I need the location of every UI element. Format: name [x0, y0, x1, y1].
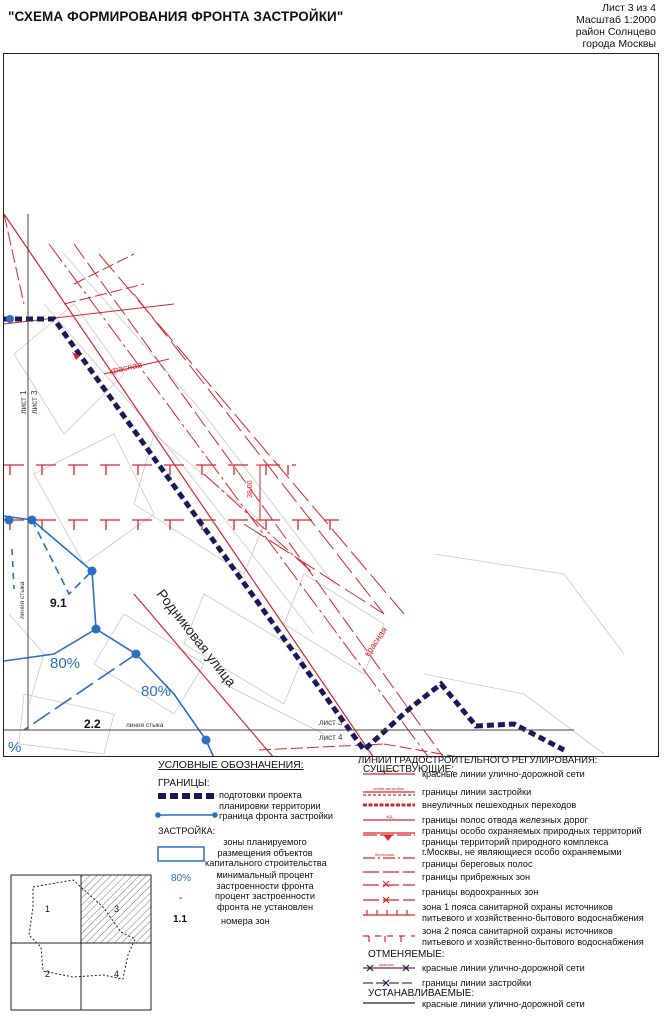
sheet-number: Лист 3 из 4 — [602, 2, 656, 14]
sheet-junction-lines — [4, 214, 574, 731]
city-name: города Москвы — [582, 38, 656, 50]
boundary-start-point — [6, 315, 14, 323]
map-canvas[interactable]: 38,00 лист 1 — [4, 54, 659, 757]
percent-label-3: % — [8, 739, 21, 756]
legend-existing-2: границы линии застройки — [422, 787, 532, 797]
zone-label-2-2: 2.2 — [84, 717, 101, 731]
sanitary-zone-lines — [4, 464, 339, 530]
legend-existing-7: границы прибрежных зон — [422, 872, 531, 882]
base-map-background — [8, 253, 625, 755]
legend-title: УСЛОВНЫЕ ОБОЗНАЧЕНИЯ: — [158, 759, 304, 771]
legend-zone-desc: зоны планируемого размещения объектов капи… — [205, 837, 327, 868]
sheet-label-left-a: лист 1 — [19, 390, 28, 414]
key-map-cell-1: 1 — [45, 904, 51, 914]
key-map — [10, 874, 152, 1011]
legend-borders-heading: ГРАНИЦЫ: — [158, 778, 210, 789]
sheet-info: Лист 3 из 4 Масштаб 1:2000 район Солнцев… — [576, 2, 656, 50]
legend-frontage-boundary: граница фронта застройки — [219, 811, 333, 821]
legend-existing-8: границы водоохранных зон — [422, 887, 539, 897]
legend-build-heading: ЗАСТРОЙКА: — [158, 826, 216, 836]
legend-regulation-heading: ЛИНИИ ГРАДОСТРОИТЕЛЬНОГО РЕГУЛИРОВАНИЯ: — [358, 755, 598, 766]
legend-set-1: красные линии улично-дорожной сети — [422, 999, 585, 1009]
legend-caption-build-line: линия застройки — [373, 786, 404, 791]
legend-caption-railway: ЖД — [386, 814, 393, 819]
sheet-label-left-b: лист 3 — [30, 390, 39, 414]
key-map-cell-4: 4 — [114, 969, 120, 979]
red-line-label-1: красная — [108, 359, 143, 376]
sheet-label-bottom-b: лист 4 — [319, 733, 343, 742]
legend-caption-red-line: красная — [381, 768, 396, 773]
legend-existing-1: красные линии улично-дорожной сети — [422, 769, 585, 779]
legend-caption-shore: береговая — [375, 852, 394, 857]
legend-regulation-symbols — [363, 773, 415, 1004]
legend-existing-10: зона 2 пояса санитарной охраны источнико… — [422, 926, 644, 947]
legend-existing-heading: СУЩЕСТВУЮЩИЕ: — [363, 764, 455, 775]
legend-existing-3: внеуличных пешеходных переходов — [422, 800, 577, 810]
key-map-cell-2: 2 — [45, 969, 51, 979]
frontage-vertices — [4, 515, 211, 745]
legend-number-symbol: 1.1 — [173, 914, 187, 925]
dimension-label: 38,00 — [247, 480, 254, 498]
legend-percent-symbol: 80% — [171, 873, 192, 884]
key-map-cell-3: 3 — [114, 904, 120, 914]
legend-symbols: красная линия застройки ЖД береговая кра… — [10, 768, 415, 1011]
district-name: район Солнцево — [575, 26, 656, 38]
legend-area: красная линия застройки ЖД береговая кра… — [3, 755, 659, 1013]
percent-label-2: 80% — [141, 683, 171, 700]
legend-percent-desc: минимальный процент застроенности фронта — [216, 870, 314, 891]
map-scale: Масштаб 1:2000 — [576, 14, 656, 26]
legend-existing-6: границы береговых полос — [422, 859, 533, 869]
street-name: Родниковая улица — [154, 586, 240, 690]
red-line-label-2: красная — [362, 625, 389, 658]
legend-planning-boundary: подготовки проекта планировки территории — [219, 790, 321, 811]
legend-number-desc: номера зон — [221, 916, 270, 926]
legend-set-heading: УСТАНАВЛИВАЕМЫЕ: — [368, 988, 475, 999]
legend-cancel-heading: ОТМЕНЯЕМЫЕ: — [368, 949, 445, 960]
legend-dash-symbol: - — [179, 893, 183, 904]
boundary-marker — [72, 352, 80, 360]
legend-caption-cancelled-red: красная — [379, 962, 394, 967]
legend-cancel-1: красные линии улично-дорожной сети — [422, 963, 585, 973]
percent-label-1: 80% — [50, 655, 80, 672]
zone-label-9-1: 9.1 — [50, 596, 67, 610]
sheet-label-bottom-a: лист 3 — [319, 718, 343, 727]
legend-dash-desc: процент застроенности фронта не установле… — [215, 891, 315, 912]
legend-zone-symbol — [157, 846, 205, 862]
map-frame[interactable]: 38,00 лист 1 — [3, 53, 659, 757]
junction-label-vertical: линия стыка — [19, 581, 26, 619]
page-title: "СХЕМА ФОРМИРОВАНИЯ ФРОНТА ЗАСТРОЙКИ" — [8, 9, 344, 24]
legend-cancel-2: границы линии застройки — [422, 978, 532, 988]
frontage-boundary-lines — [4, 515, 214, 756]
legend-existing-9: зона 1 пояса санитарной охраны источнико… — [422, 902, 644, 923]
legend-existing-4: границы полос отвода железных дорог — [422, 815, 588, 825]
legend-existing-5: границы особо охраняемых природных терри… — [422, 826, 642, 857]
junction-label-horizontal: линия стыка — [126, 722, 164, 729]
legend-symbol-captions: красная линия застройки ЖД береговая кра… — [373, 768, 404, 967]
project-planning-boundary — [4, 316, 566, 754]
